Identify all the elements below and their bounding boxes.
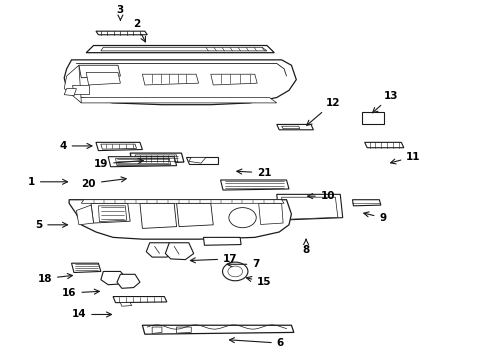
Text: 15: 15 [246,276,272,287]
Polygon shape [113,297,167,303]
Polygon shape [165,243,194,260]
Polygon shape [101,271,127,285]
Text: 7: 7 [227,259,260,269]
Polygon shape [365,142,404,148]
Text: 20: 20 [81,177,126,189]
Text: 3: 3 [117,5,124,21]
Text: 4: 4 [59,141,92,151]
Text: 17: 17 [191,254,238,264]
Polygon shape [140,203,176,228]
Polygon shape [64,65,81,103]
Polygon shape [176,327,191,333]
Polygon shape [76,205,94,225]
Text: 16: 16 [62,288,99,298]
Polygon shape [176,203,213,226]
Text: 9: 9 [364,212,387,222]
Circle shape [222,262,248,281]
Polygon shape [64,60,296,105]
Circle shape [229,208,256,228]
Polygon shape [143,74,198,85]
Text: 5: 5 [35,220,68,230]
Polygon shape [117,274,140,288]
Polygon shape [76,98,277,103]
Text: 19: 19 [94,158,143,169]
Text: 21: 21 [237,168,272,178]
Polygon shape [277,125,314,130]
Polygon shape [282,197,338,220]
Polygon shape [121,303,132,306]
Polygon shape [189,157,206,163]
Polygon shape [277,194,343,220]
Text: 2: 2 [133,19,146,42]
Polygon shape [69,200,292,239]
Polygon shape [352,200,381,206]
Polygon shape [96,31,147,35]
Text: 6: 6 [229,338,284,348]
Text: 1: 1 [27,177,68,187]
Polygon shape [186,157,218,164]
Polygon shape [101,144,137,149]
Polygon shape [79,65,121,78]
Polygon shape [64,89,76,96]
Polygon shape [116,158,171,166]
Polygon shape [203,237,241,245]
Polygon shape [259,203,283,225]
Polygon shape [135,155,177,163]
Text: 10: 10 [308,191,335,201]
Polygon shape [220,180,289,190]
Polygon shape [98,206,127,222]
Polygon shape [108,157,176,167]
Polygon shape [72,85,89,94]
Polygon shape [86,72,121,85]
Text: 18: 18 [38,274,73,284]
Polygon shape [96,142,143,150]
Text: 14: 14 [72,310,112,319]
Text: 11: 11 [391,152,421,164]
Text: 8: 8 [302,239,310,255]
Text: 12: 12 [307,98,340,125]
Polygon shape [86,45,274,53]
Polygon shape [143,325,294,334]
Polygon shape [211,74,257,85]
Polygon shape [152,327,162,333]
Polygon shape [130,153,184,164]
Polygon shape [362,112,384,125]
Polygon shape [282,126,300,129]
Text: 13: 13 [372,91,399,113]
Polygon shape [147,243,174,257]
Polygon shape [91,203,130,223]
Polygon shape [72,263,101,273]
Polygon shape [81,200,284,203]
